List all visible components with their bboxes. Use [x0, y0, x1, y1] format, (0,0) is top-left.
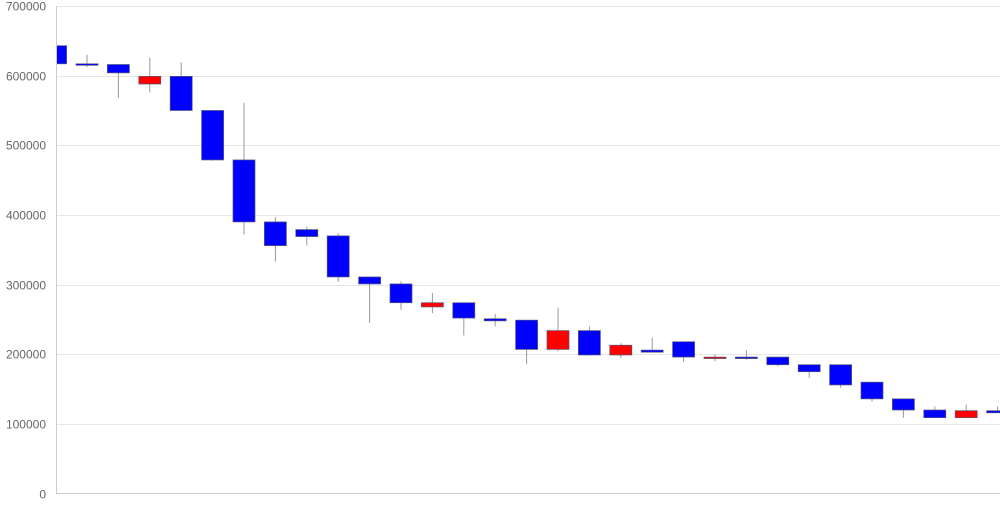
candle-body	[452, 302, 476, 319]
candle	[703, 354, 727, 362]
candle	[672, 341, 695, 362]
candle-body	[892, 398, 915, 411]
candle	[232, 102, 256, 235]
candle	[515, 319, 538, 365]
candle	[954, 404, 978, 419]
candle-body	[546, 330, 570, 350]
candle	[766, 356, 790, 367]
y-tick-label: 200000	[6, 348, 46, 362]
candle	[892, 398, 915, 418]
candle	[56, 45, 67, 65]
candles	[56, 45, 1000, 419]
candle-body	[232, 159, 256, 223]
candle-body	[515, 319, 538, 350]
candle-body	[703, 356, 727, 359]
candle	[169, 62, 193, 112]
candle	[389, 281, 413, 310]
candle-body	[358, 276, 381, 285]
candle	[797, 364, 821, 378]
candle-body	[75, 63, 99, 66]
y-tick-label: 500000	[6, 139, 46, 153]
candle-body	[483, 318, 507, 322]
candle-body	[829, 364, 852, 386]
candle-body	[640, 349, 664, 353]
candle-body	[56, 45, 67, 65]
y-tick-label: 700000	[6, 0, 46, 14]
candle-body	[264, 221, 287, 246]
candle-body	[735, 356, 758, 359]
candle-body	[578, 330, 601, 356]
candle	[201, 110, 224, 161]
candle	[483, 313, 507, 327]
candle	[578, 326, 601, 356]
y-tick-label: 400000	[6, 209, 46, 223]
candle-body	[389, 283, 413, 304]
candle	[75, 54, 99, 68]
candle-body	[107, 64, 130, 74]
candle-body	[326, 235, 350, 278]
candle-body	[609, 344, 633, 356]
candle	[107, 64, 130, 98]
candle-body	[421, 302, 444, 308]
candle-body	[169, 76, 193, 111]
candle-body	[954, 410, 978, 419]
y-tick-label: 300000	[6, 279, 46, 293]
candle	[295, 226, 319, 246]
candle	[609, 343, 633, 358]
candle	[735, 350, 758, 360]
candle	[452, 302, 476, 336]
grid	[56, 6, 1000, 425]
candle	[326, 233, 350, 282]
candle	[829, 364, 852, 388]
y-axis-ticks: 0 100000 200000 300000 400000 500000 600000 700…	[6, 0, 46, 502]
candle	[986, 406, 1000, 414]
candle-body	[295, 229, 319, 237]
candle-body	[923, 409, 947, 419]
candle-body	[766, 356, 790, 366]
y-tick-label: 600000	[6, 70, 46, 84]
candle-body	[201, 110, 224, 161]
candle	[421, 292, 444, 314]
candle-body	[797, 364, 821, 373]
candle	[358, 276, 381, 323]
y-tick-label: 100000	[6, 418, 46, 432]
candle-body	[860, 381, 884, 400]
candle	[923, 406, 947, 419]
candle-body	[986, 410, 1000, 414]
candle	[264, 217, 287, 262]
candle-body	[672, 341, 695, 358]
candle-body	[138, 76, 162, 85]
candle	[860, 381, 884, 402]
candle	[546, 307, 570, 352]
candle	[640, 337, 664, 353]
y-tick-label: 0	[39, 488, 46, 501]
candle	[138, 57, 162, 93]
